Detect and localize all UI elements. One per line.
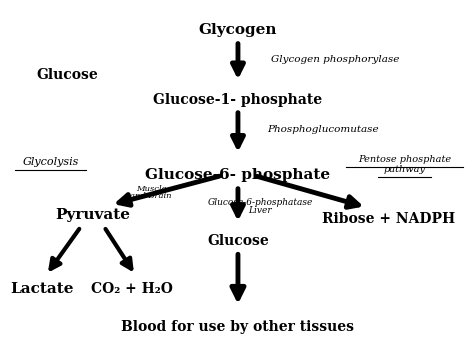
Text: pathway: pathway <box>383 165 425 174</box>
Text: Glycogen: Glycogen <box>199 24 277 38</box>
Text: and Brain: and Brain <box>130 192 172 200</box>
Text: Glucose-1- phosphate: Glucose-1- phosphate <box>154 93 322 106</box>
Text: Liver: Liver <box>248 206 272 214</box>
Text: Pentose phosphate: Pentose phosphate <box>358 155 451 165</box>
Text: Lactate: Lactate <box>10 283 73 297</box>
Text: Blood for use by other tissues: Blood for use by other tissues <box>121 320 355 335</box>
Text: Glycogen phosphorylase: Glycogen phosphorylase <box>271 55 399 64</box>
Text: Ribose + NADPH: Ribose + NADPH <box>321 212 455 226</box>
Text: Glucose-6- phosphate: Glucose-6- phosphate <box>146 168 330 183</box>
Text: Glucose: Glucose <box>207 234 269 248</box>
Text: Muscle: Muscle <box>136 185 166 193</box>
Text: CO₂ + H₂O: CO₂ + H₂O <box>91 283 173 297</box>
Text: Glucose: Glucose <box>36 68 98 82</box>
Text: Pyruvate: Pyruvate <box>55 208 130 222</box>
Text: Glucose-6-phosphatase: Glucose-6-phosphatase <box>208 198 313 207</box>
Text: Glycolysis: Glycolysis <box>23 157 79 167</box>
Text: Phosphoglucomutase: Phosphoglucomutase <box>268 125 379 134</box>
